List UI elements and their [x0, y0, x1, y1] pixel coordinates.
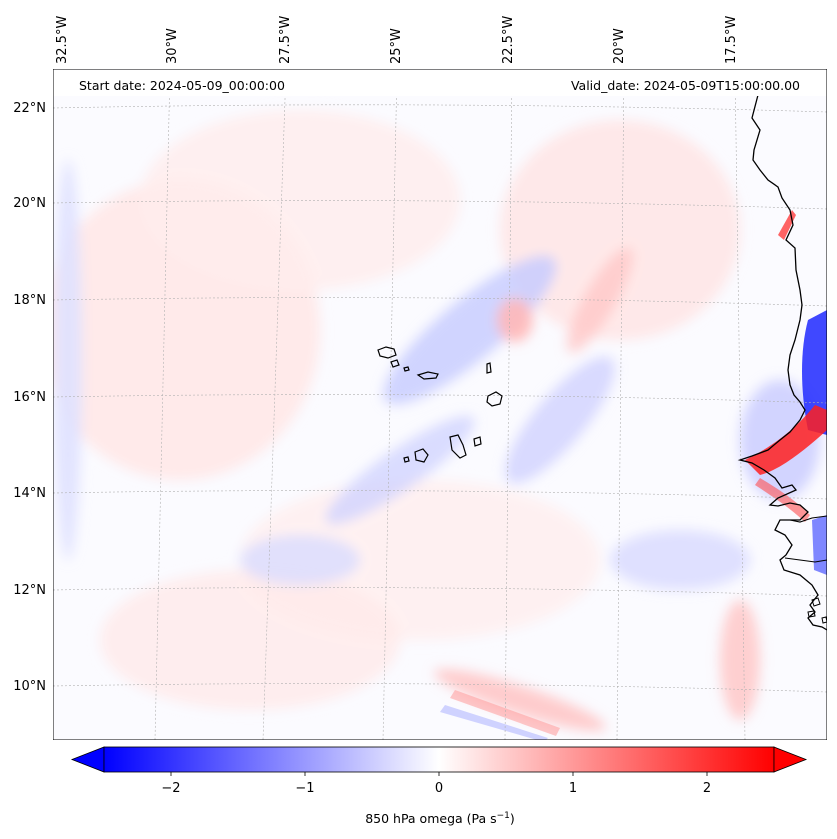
- coastal-islands: [807, 597, 827, 624]
- lon-label: 20°W: [612, 28, 627, 64]
- cape-verde-islands: [377, 346, 503, 463]
- colorbar-tick-label: −1: [295, 781, 314, 796]
- lat-label: 14°N: [13, 486, 46, 501]
- lon-label: 25°W: [389, 28, 404, 64]
- island-santo-antao: [414, 448, 429, 463]
- latitude-labels: 22°N 20°N 18°N 16°N 14°N 12°N 10°N: [13, 101, 46, 694]
- lon-label: 27.5°W: [278, 16, 293, 64]
- omega-positive-region: [100, 570, 400, 710]
- lat-label: 12°N: [13, 583, 46, 598]
- lon-label: 17.5°W: [724, 16, 739, 64]
- island-maio: [473, 436, 482, 447]
- omega-positive-region: [497, 298, 533, 342]
- island-sal: [486, 362, 492, 374]
- start-date-label: Start date: 2024-05-09_00:00:00: [79, 78, 285, 93]
- island-sao-vicente: [390, 359, 400, 368]
- omega-positive-region: [566, 247, 634, 353]
- omega-positive-region: [140, 110, 460, 290]
- header-background: [53, 70, 827, 96]
- omega-field: [53, 110, 820, 731]
- coastal-omega-signal: [440, 210, 827, 740]
- colorbar-label-main: 850 hPa omega (Pa s: [365, 811, 496, 826]
- colorbar-tick-label: 2: [703, 781, 711, 796]
- colorbar-ticks: [170, 772, 708, 776]
- colorbar-extend-low: [70, 746, 105, 773]
- colorbar-label-sup: −1: [497, 811, 510, 821]
- omega-strong-descent: [755, 478, 810, 522]
- omega-positive-region: [500, 120, 740, 340]
- colorbar-gradient: [103, 746, 775, 773]
- omega-ascent-band: [440, 705, 548, 740]
- lon-label: 30°W: [165, 28, 180, 64]
- colorbar-tick-labels: −2 −1 0 1 2: [161, 781, 711, 796]
- lat-label: 16°N: [13, 390, 46, 405]
- lat-label: 20°N: [13, 196, 46, 211]
- omega-strong-ascent: [812, 515, 827, 575]
- colorbar-tick-label: 1: [569, 781, 577, 796]
- island-sao-nicolau: [416, 371, 439, 380]
- lon-label: 22.5°W: [501, 16, 516, 64]
- meridian: [53, 70, 54, 104]
- valid-date-label: Valid_date: 2024-05-09T15:00:00.00: [571, 78, 800, 93]
- omega-strong-ascent: [802, 310, 827, 435]
- island-santiago: [449, 434, 467, 459]
- omega-negative-region: [54, 160, 82, 560]
- omega-positive-region: [720, 600, 760, 720]
- omega-strong-descent: [745, 405, 827, 475]
- lat-label: 18°N: [13, 293, 46, 308]
- colorbar-tick-label: 0: [435, 781, 443, 796]
- longitude-labels: 32.5°W 30°W 27.5°W 25°W 22.5°W 20°W 17.5…: [55, 16, 739, 64]
- omega-negative-region: [240, 535, 360, 585]
- gambia-river-border: [789, 515, 827, 523]
- omega-negative-region: [610, 530, 750, 590]
- lat-label: 10°N: [13, 679, 46, 694]
- island-santo-antao: [377, 346, 397, 359]
- omega-negative-region: [325, 415, 475, 525]
- island-brava: [403, 456, 410, 463]
- colorbar-extend-high: [773, 746, 808, 773]
- lon-label: 32.5°W: [55, 16, 70, 64]
- omega-negative-region: [505, 356, 615, 484]
- island-santa-luzia: [403, 366, 410, 372]
- omega-negative-region: [383, 255, 557, 405]
- map-panel: Start date: 2024-05-09_00:00:00 Valid_da…: [53, 69, 827, 740]
- colorbar: −2 −1 0 1 2 850 hPa omega (Pa s−1): [70, 746, 808, 826]
- colorbar-tick-label: −2: [161, 781, 180, 796]
- colorbar-label: 850 hPa omega (Pa s−1): [365, 811, 515, 826]
- guinea-bissau-border: [784, 557, 827, 563]
- lat-label: 22°N: [13, 101, 46, 116]
- omega-descent-band: [450, 690, 560, 736]
- island-boa-vista: [486, 391, 503, 407]
- colorbar-label-end: ): [510, 811, 515, 826]
- african-coastline: [737, 69, 827, 631]
